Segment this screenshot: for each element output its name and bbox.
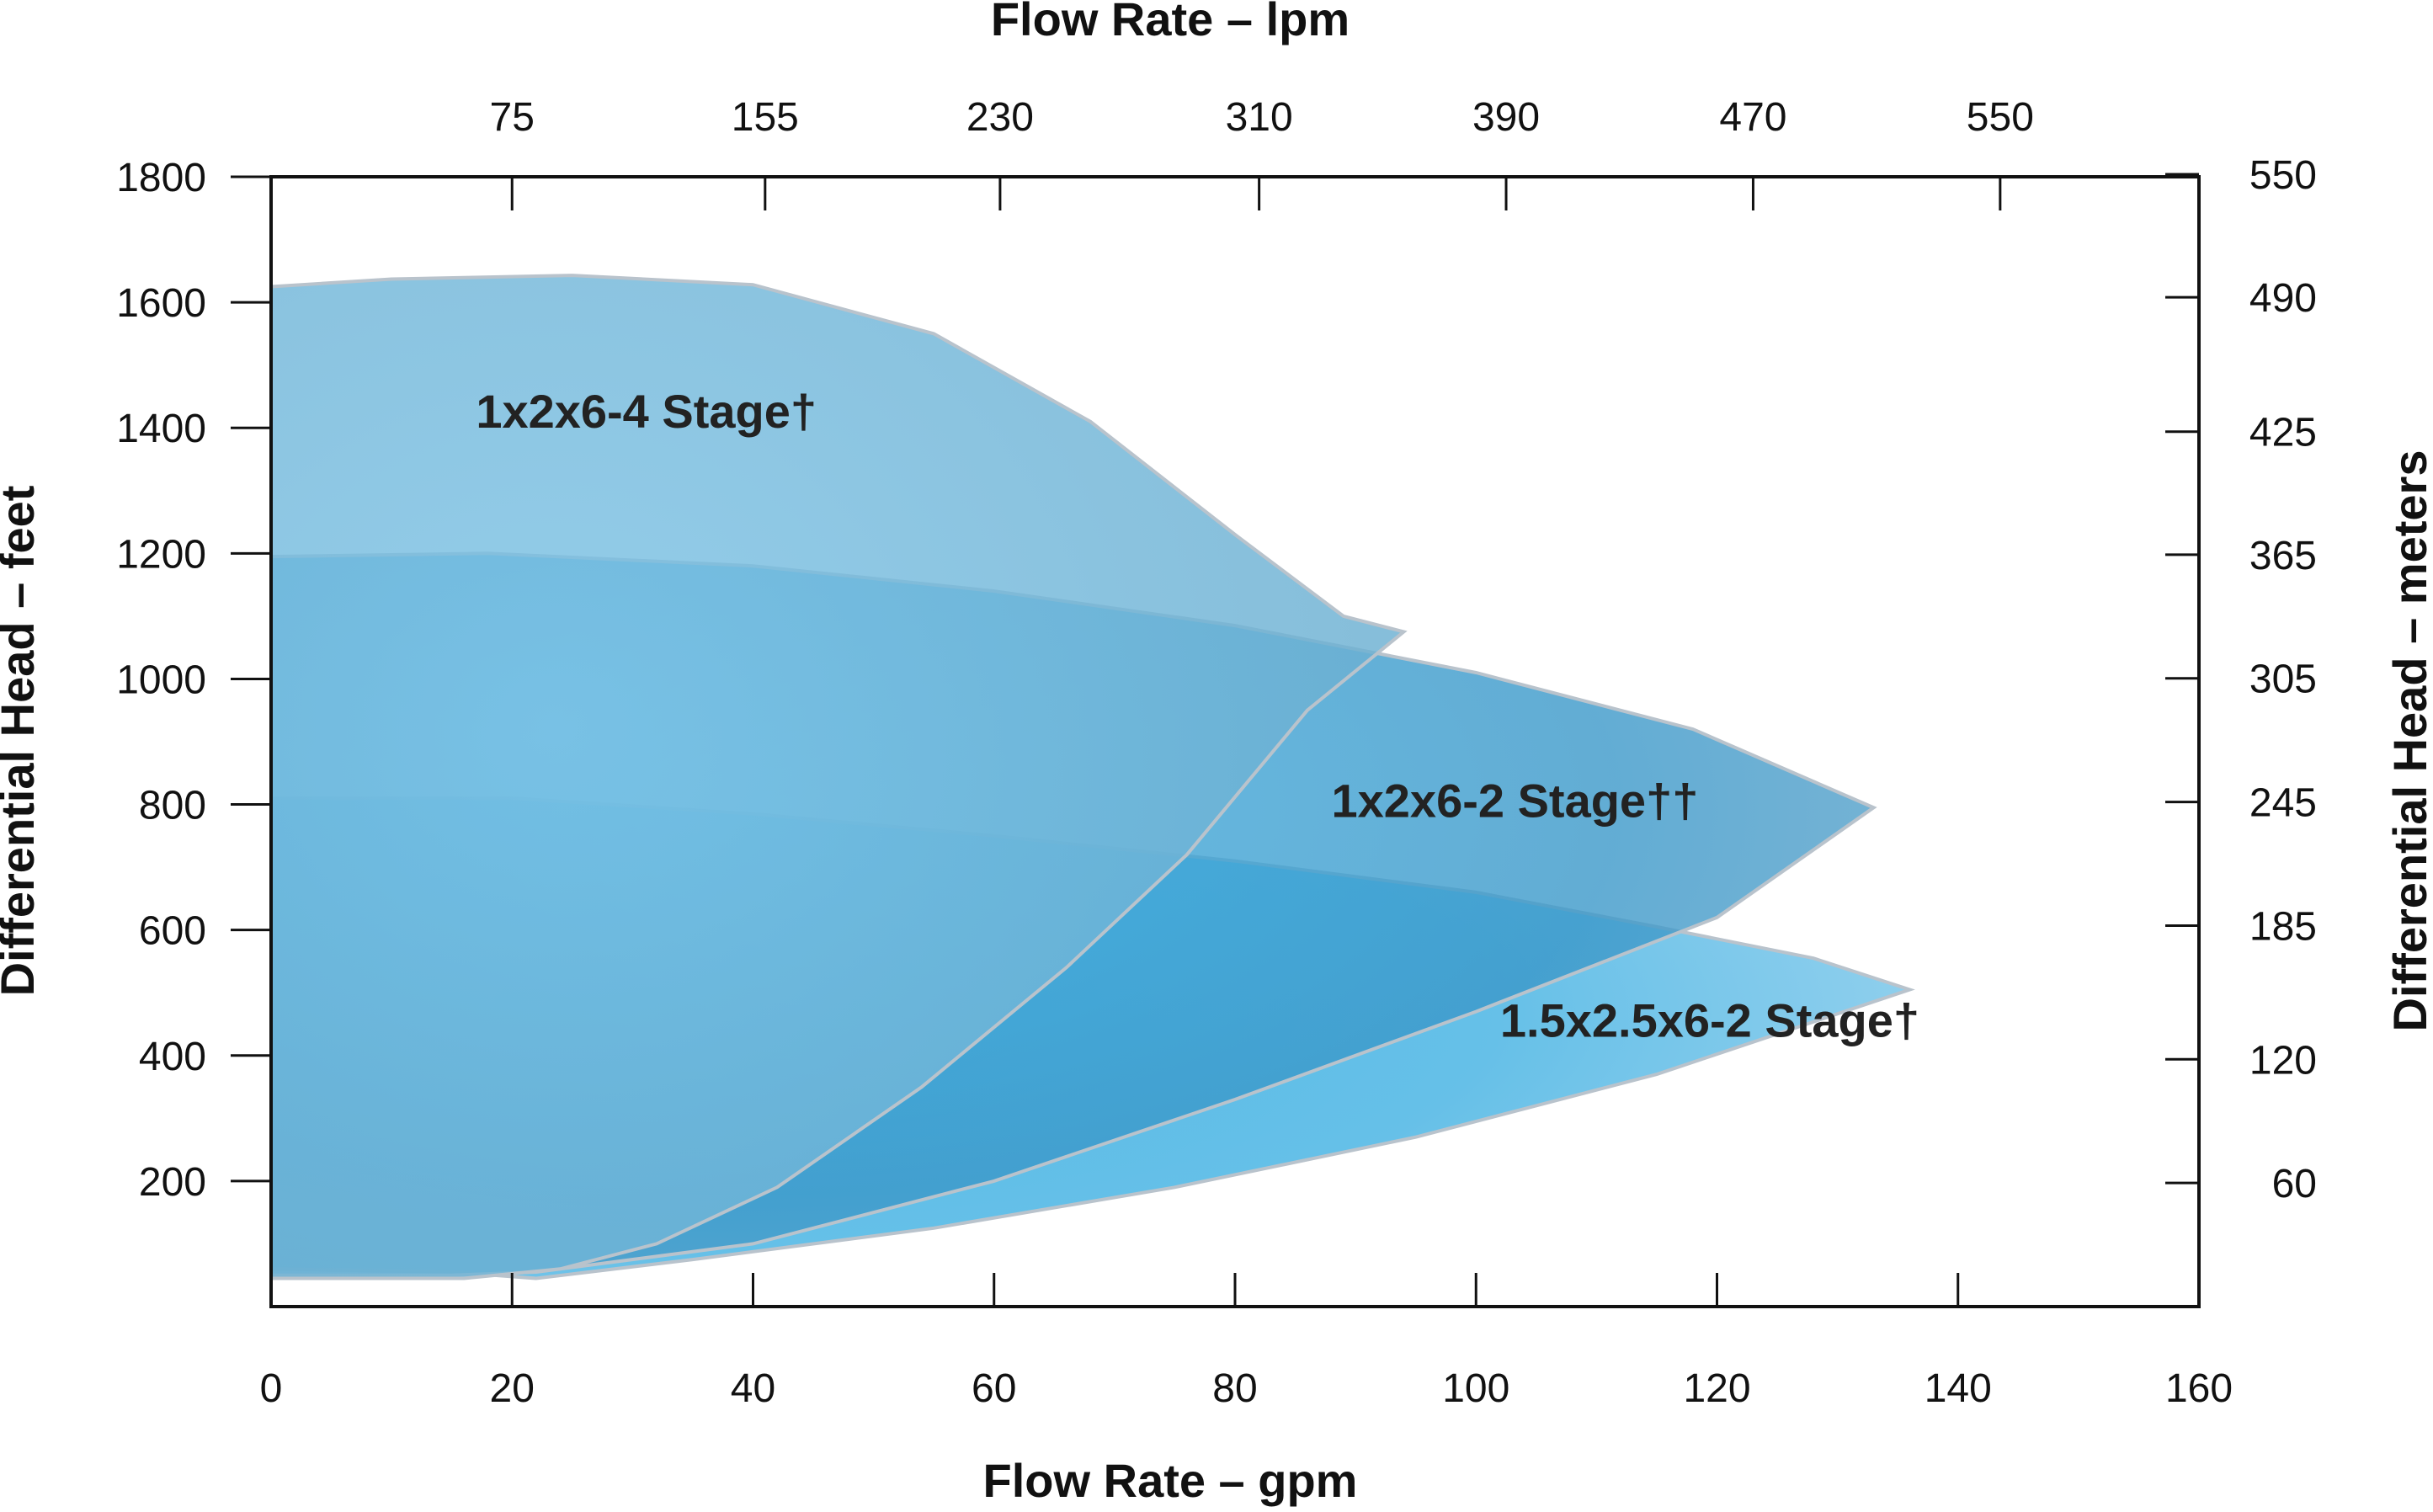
y-tick-label: 1600 — [116, 281, 206, 326]
y-tick-label: 1200 — [116, 532, 206, 577]
right-tick-label: 185 — [2249, 904, 2317, 949]
bottom-axis-title: Flow Rate – gpm — [983, 1454, 1358, 1507]
region-labels: 1x2x6-4 Stage† 1x2x6-2 Stage†† 1.5x2.5x6-2… — [476, 385, 1919, 1046]
right-tick-label: 120 — [2249, 1038, 2317, 1083]
left-axis-title: Differential Head – feet — [0, 486, 44, 997]
top-tick-label: 230 — [966, 95, 1034, 140]
y-tick-label: 400 — [139, 1035, 206, 1079]
series-label: 1x2x6-4 Stage† — [476, 385, 817, 438]
series-label: 1x2x6-2 Stage†† — [1332, 774, 1699, 827]
x-tick-label: 40 — [731, 1366, 775, 1411]
top-tick-label: 155 — [732, 95, 799, 140]
x-tick-label: 0 — [260, 1366, 283, 1411]
y-tick-label: 600 — [139, 909, 206, 954]
right-tick-label: 425 — [2249, 411, 2317, 455]
top-tick-label: 470 — [1719, 95, 1786, 140]
right-tick-label: 550 — [2249, 153, 2317, 198]
right-tick-label: 60 — [2272, 1162, 2317, 1206]
right-tick-label: 305 — [2249, 658, 2317, 702]
series-label: 1.5x2.5x6-2 Stage† — [1500, 993, 1919, 1046]
top-axis-title: Flow Rate – lpm — [991, 0, 1350, 45]
right-axis-title: Differential Head – meters — [2383, 450, 2433, 1032]
right-tick-label: 245 — [2249, 781, 2317, 826]
y-tick-label: 800 — [139, 784, 206, 828]
x-tick-label: 140 — [1925, 1366, 1992, 1411]
top-tick-label: 390 — [1472, 95, 1540, 140]
x-tick-label: 80 — [1212, 1366, 1257, 1411]
x-tick-label: 60 — [972, 1366, 1016, 1411]
ticks: 0 20 40 60 80 100 120 140 160 75 155 230 310 390 470 55… — [116, 95, 2317, 1411]
x-tick-label: 20 — [490, 1366, 535, 1411]
x-tick-label: 100 — [1442, 1366, 1509, 1411]
y-tick-label: 1400 — [116, 407, 206, 451]
region-1x2x6-4-stage — [269, 274, 1408, 1280]
top-tick-label: 310 — [1226, 95, 1293, 140]
top-tick-label: 75 — [490, 95, 535, 140]
y-tick-label: 1000 — [116, 658, 206, 702]
top-tick-label: 550 — [1967, 95, 2034, 140]
plot-regions — [269, 274, 1915, 1280]
y-tick-label: 200 — [139, 1160, 206, 1205]
y-tick-label: 1800 — [116, 156, 206, 200]
right-tick-label: 490 — [2249, 276, 2317, 321]
right-tick-label: 365 — [2249, 534, 2317, 578]
x-tick-label: 160 — [2165, 1366, 2233, 1411]
x-tick-label: 120 — [1683, 1366, 1750, 1411]
